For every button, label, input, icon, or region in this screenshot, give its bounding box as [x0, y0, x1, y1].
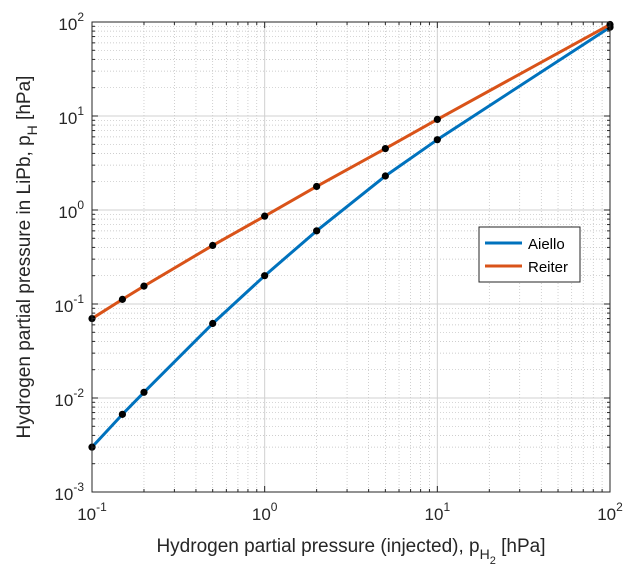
y-tick-base: 10	[58, 15, 77, 34]
y-tick-label: 10-1	[54, 292, 84, 316]
x-tick-label: 101	[425, 500, 451, 524]
x-tick-base: 10	[425, 505, 444, 524]
y-tick-exponent: 0	[77, 198, 84, 212]
x-tick-base: 10	[597, 505, 616, 524]
x-tick-base: 10	[252, 505, 271, 524]
data-point-reiter	[313, 182, 321, 191]
data-point-reiter	[209, 241, 217, 250]
data-point-aiello	[209, 319, 217, 328]
data-point-reiter	[261, 212, 269, 220]
data-point-aiello	[118, 410, 127, 418]
x-tick-exponent: 2	[616, 500, 623, 514]
data-point-reiter	[381, 144, 389, 153]
data-point-aiello	[261, 272, 269, 280]
data-point-reiter	[118, 295, 127, 303]
y-tick-exponent: -3	[73, 480, 84, 494]
x-axis-label-subsub: 2	[490, 555, 496, 567]
y-tick-label: 101	[58, 104, 84, 128]
y-tick-label: 102	[58, 10, 84, 34]
x-tick-exponent: -1	[96, 500, 107, 514]
x-axis-label-sub: H	[480, 546, 490, 562]
data-point-aiello	[433, 136, 441, 144]
data-point-reiter	[433, 115, 441, 124]
data-point-aiello	[140, 388, 148, 396]
y-tick-base: 10	[58, 109, 77, 128]
legend-label-aiello: Aiello	[528, 236, 565, 253]
major-grid	[92, 22, 610, 492]
legend-box	[478, 226, 581, 283]
y-tick-exponent: -2	[73, 386, 84, 400]
plot-frame	[91, 21, 611, 493]
x-tick-label: 100	[252, 500, 278, 524]
axis-ticks	[91, 21, 611, 493]
x-axis-label-unit: [hPa]	[496, 536, 546, 557]
y-tick-exponent: 1	[77, 104, 84, 118]
data-point-reiter	[140, 282, 148, 290]
data-point-aiello	[313, 227, 321, 235]
x-tick-base: 10	[77, 505, 96, 524]
x-tick-label: 10-1	[77, 500, 107, 524]
y-tick-base: 10	[54, 391, 73, 410]
x-axis-label-text: Hydrogen partial pressure (injected), p	[156, 536, 479, 557]
y-tick-base: 10	[58, 203, 77, 222]
legend-label-reiter: Reiter	[528, 259, 568, 276]
series-layer	[88, 20, 614, 451]
x-tick-label: 102	[597, 500, 623, 524]
y-tick-exponent: -1	[73, 292, 84, 306]
y-axis-label-sub: H	[24, 125, 40, 135]
y-axis-label-text: Hydrogen partial pressure in LiPb, p	[14, 135, 35, 438]
data-point-aiello	[381, 172, 389, 180]
legend: Aiello Reiter	[478, 226, 581, 283]
y-tick-label: 100	[58, 198, 84, 222]
y-axis-label-unit: [hPa]	[14, 76, 35, 126]
x-tick-labels: 10-1 100 101 102	[77, 500, 623, 524]
y-tick-exponent: 2	[77, 10, 84, 24]
y-tick-base: 10	[54, 297, 73, 316]
y-tick-base: 10	[54, 485, 73, 504]
x-tick-exponent: 1	[443, 500, 450, 514]
x-tick-exponent: 0	[271, 500, 278, 514]
y-axis-label: Hydrogen partial pressure in LiPb, pH [h…	[14, 76, 40, 439]
y-tick-label: 10-2	[54, 386, 84, 410]
y-tick-label: 10-3	[54, 480, 84, 504]
x-axis-label: Hydrogen partial pressure (injected), pH…	[156, 536, 545, 567]
